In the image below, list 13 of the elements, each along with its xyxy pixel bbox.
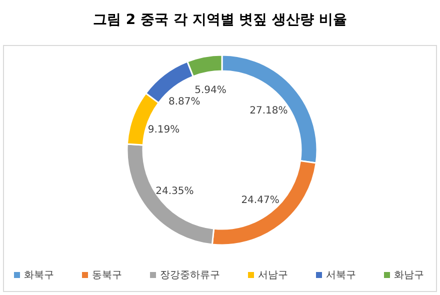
data-label: 24.35% (156, 186, 194, 198)
legend-label: 서북구 (326, 270, 356, 281)
legend-label: 동북구 (92, 270, 122, 281)
data-label: 9.19% (148, 124, 180, 136)
legend-label: 장강중하류구 (160, 270, 220, 281)
legend-label: 화남구 (394, 270, 424, 281)
legend-label: 화북구 (24, 270, 54, 281)
legend-label: 서남구 (258, 270, 288, 281)
data-label: 24.47% (241, 194, 280, 206)
chart-title: 그림 2 중국 각 지역별 볏짚 생산량 비율 (93, 12, 347, 28)
data-label: 27.18% (250, 105, 288, 116)
data-label: 8.87% (168, 96, 200, 108)
data-label: 5.94% (194, 85, 226, 96)
